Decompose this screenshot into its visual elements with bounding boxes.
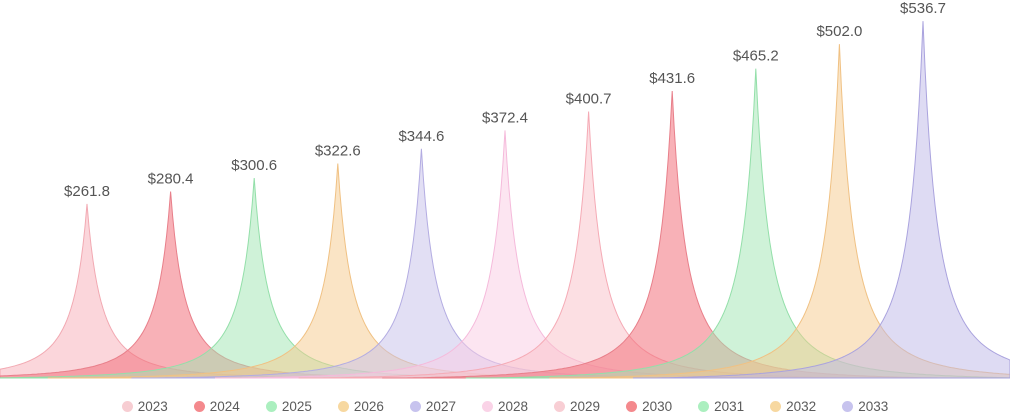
legend-item-2033[interactable]: 2033 [842,398,889,414]
value-label-2032: $502.0 [816,23,862,40]
chart-svg: $261.8 $280.4 $300.6 $322.6 $344.6 $372.4 $400… [0,0,1010,379]
legend-item-2028[interactable]: 2028 [481,398,529,414]
legend-item-2025[interactable]: 2025 [265,398,312,414]
legend-item-2027[interactable]: 2027 [409,398,456,414]
legend-label-2024: 2024 [209,398,240,414]
legend-label-2023: 2023 [137,398,168,414]
legend-item-2030[interactable]: 2030 [626,398,673,414]
area-series-2033[interactable] [633,21,1010,379]
legend-swatch-2024 [193,400,205,412]
legend-swatch-2025 [265,400,277,412]
value-label-2023: $261.8 [64,183,110,200]
value-label-2030: $431.6 [649,70,695,87]
legend-swatch-2032 [770,400,782,412]
legend-item-2031[interactable]: 2031 [698,398,745,414]
legend-label-2032: 2032 [786,398,817,414]
legend-swatch-2023 [121,400,133,412]
value-label-2029: $400.7 [566,91,612,108]
value-label-2033: $536.7 [900,0,946,17]
legend-item-2029[interactable]: 2029 [554,398,601,414]
legend-swatch-2026 [337,400,349,412]
legend-swatch-2033 [842,400,854,412]
legend-swatch-2031 [698,400,710,412]
value-label-2024: $280.4 [148,171,194,188]
legend-label-2027: 2027 [425,398,456,414]
legend-label-2028: 2028 [497,398,529,414]
value-label-2031: $465.2 [733,48,779,65]
legend-item-2026[interactable]: 2026 [337,398,384,414]
legend-label-2025: 2025 [281,398,312,414]
legend-item-2024[interactable]: 2024 [193,398,240,414]
legend-label-2026: 2026 [353,398,384,414]
legend-item-2023[interactable]: 2023 [121,398,168,414]
legend-swatch-2028 [481,400,493,412]
legend-swatch-2027 [409,400,421,412]
legend-label-2030: 2030 [642,398,673,414]
legend-label-2031: 2031 [714,398,745,414]
legend-swatch-2029 [554,400,566,412]
legend-swatch-2030 [626,400,638,412]
value-label-2026: $322.6 [315,143,361,160]
legend-label-2029: 2029 [570,398,601,414]
value-label-2028: $372.4 [482,109,528,126]
value-label-2027: $344.6 [398,128,444,145]
legend-item-2032[interactable]: 2032 [770,398,817,414]
legend-label-2033: 2033 [858,398,889,414]
value-label-2025: $300.6 [231,157,277,174]
legend: 2023 2024 2025 2026 2027 2028 2029 2030 2031 2032… [0,398,1010,414]
